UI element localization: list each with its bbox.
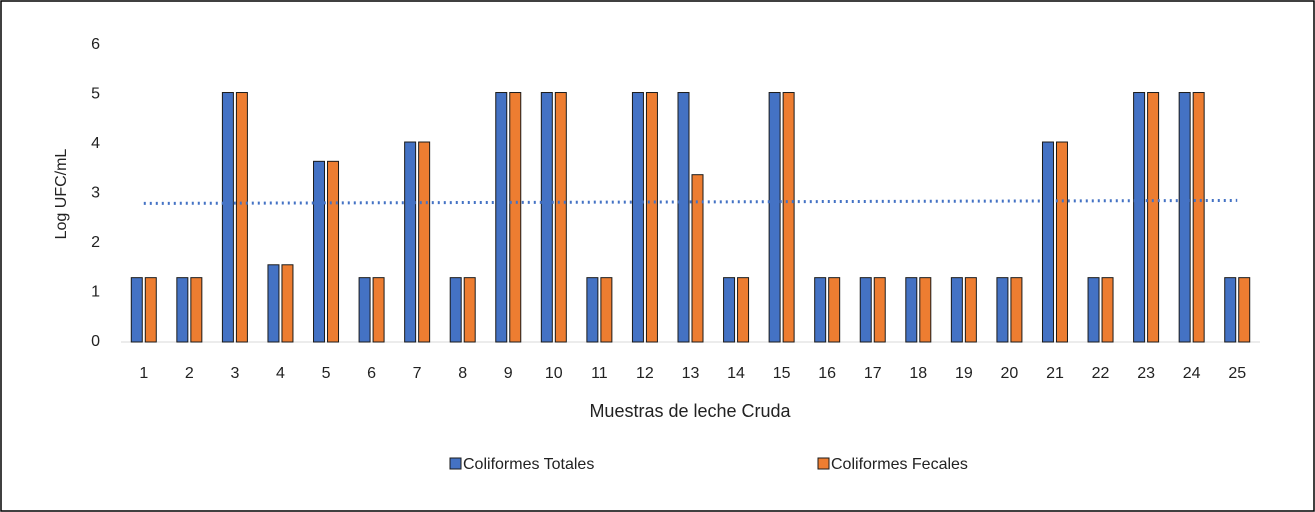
- bar: [1010, 277, 1023, 343]
- x-tick-label: 22: [1092, 365, 1110, 382]
- bar: [600, 277, 613, 343]
- y-tick-label: 5: [91, 86, 100, 103]
- y-axis-label: Log UFC/mL: [53, 149, 70, 240]
- bar: [782, 92, 795, 343]
- bar: [814, 277, 827, 343]
- bar: [1041, 141, 1054, 343]
- bar: [828, 277, 841, 343]
- bar: [996, 277, 1009, 343]
- bar: [677, 92, 690, 343]
- x-tick-label: 11: [591, 365, 608, 382]
- bar: [554, 92, 567, 343]
- x-tick-label: 6: [367, 365, 376, 382]
- bar: [358, 277, 371, 343]
- y-tick-label: 1: [91, 284, 100, 301]
- bar: [313, 160, 326, 343]
- x-tick-label: 19: [955, 365, 973, 382]
- legend-swatch: [817, 457, 830, 470]
- y-tick-label: 0: [91, 333, 100, 350]
- x-tick-label: 8: [458, 365, 467, 382]
- bar: [235, 92, 248, 343]
- bar: [540, 92, 553, 343]
- legend-label: Coliformes Fecales: [831, 456, 968, 473]
- y-tick-label: 4: [91, 135, 100, 152]
- bar: [404, 141, 417, 343]
- x-tick-label: 5: [322, 365, 331, 382]
- x-tick-label: 10: [545, 365, 563, 382]
- x-tick-label: 20: [1001, 365, 1019, 382]
- x-tick-label: 12: [636, 365, 654, 382]
- bar: [267, 264, 280, 343]
- x-tick-label: 18: [909, 365, 927, 382]
- x-tick-label: 21: [1046, 365, 1064, 382]
- x-tick-label: 17: [864, 365, 882, 382]
- bar: [586, 277, 599, 343]
- bar: [130, 277, 143, 343]
- bar: [964, 277, 977, 343]
- bar: [859, 277, 872, 343]
- bar: [509, 92, 522, 343]
- bar: [737, 277, 750, 343]
- bar: [176, 277, 189, 343]
- legend-label: Coliformes Totales: [463, 456, 594, 473]
- bar: [495, 92, 508, 343]
- y-tick-label: 3: [91, 185, 100, 202]
- x-tick-label: 13: [682, 365, 700, 382]
- x-tick-label: 25: [1228, 365, 1246, 382]
- y-tick-label: 2: [91, 234, 100, 251]
- trend-line: [143, 198, 1238, 205]
- bar: [281, 264, 294, 343]
- x-tick-label: 14: [727, 365, 745, 382]
- bar: [1192, 92, 1205, 343]
- y-tick-label: 6: [91, 36, 100, 53]
- bar: [372, 277, 385, 343]
- bar: [905, 277, 918, 343]
- bar: [1087, 277, 1100, 343]
- bar: [919, 277, 932, 343]
- x-tick-label: 4: [276, 365, 285, 382]
- x-axis-label: Muestras de leche Cruda: [589, 401, 791, 421]
- bar: [1055, 141, 1068, 343]
- bar: [691, 174, 704, 343]
- bar: [1147, 92, 1160, 343]
- x-tick-label: 24: [1183, 365, 1201, 382]
- bar: [950, 277, 963, 343]
- bar: [144, 277, 157, 343]
- bar: [418, 141, 431, 343]
- bar: [190, 277, 203, 343]
- bar: [1224, 277, 1237, 343]
- x-tick-label: 23: [1137, 365, 1155, 382]
- bar: [1238, 277, 1251, 343]
- bar: [327, 160, 340, 343]
- legend-swatch: [449, 457, 462, 470]
- bar: [631, 92, 644, 343]
- x-tick-label: 9: [504, 365, 513, 382]
- bar: [1101, 277, 1114, 343]
- x-tick-label: 1: [139, 365, 148, 382]
- bar: [645, 92, 658, 343]
- x-tick-label: 16: [818, 365, 836, 382]
- bar: [768, 92, 781, 343]
- x-tick-label: 7: [413, 365, 422, 382]
- x-tick-label: 2: [185, 365, 194, 382]
- x-tick-label: 3: [230, 365, 239, 382]
- bar: [463, 277, 476, 343]
- bar: [723, 277, 736, 343]
- x-tick-label: 15: [773, 365, 791, 382]
- bar: [873, 277, 886, 343]
- bar: [1178, 92, 1191, 343]
- bar: [221, 92, 234, 343]
- bar: [1133, 92, 1146, 343]
- bar: [449, 277, 462, 343]
